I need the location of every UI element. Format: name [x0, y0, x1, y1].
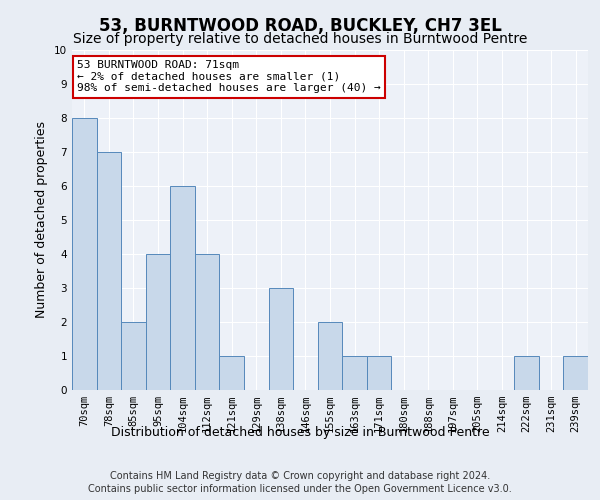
Text: Size of property relative to detached houses in Burntwood Pentre: Size of property relative to detached ho…: [73, 32, 527, 46]
Bar: [220, 356, 244, 390]
Bar: [318, 322, 342, 390]
Text: Contains HM Land Registry data © Crown copyright and database right 2024.: Contains HM Land Registry data © Crown c…: [110, 471, 490, 481]
Bar: [121, 322, 146, 390]
Bar: [563, 356, 588, 390]
Bar: [367, 356, 391, 390]
Bar: [72, 118, 97, 390]
Bar: [195, 254, 220, 390]
Y-axis label: Number of detached properties: Number of detached properties: [35, 122, 49, 318]
Text: 53 BURNTWOOD ROAD: 71sqm
← 2% of detached houses are smaller (1)
98% of semi-det: 53 BURNTWOOD ROAD: 71sqm ← 2% of detache…: [77, 60, 381, 94]
Bar: [97, 152, 121, 390]
Bar: [170, 186, 195, 390]
Text: Contains public sector information licensed under the Open Government Licence v3: Contains public sector information licen…: [88, 484, 512, 494]
Text: Distribution of detached houses by size in Burntwood Pentre: Distribution of detached houses by size …: [110, 426, 490, 439]
Bar: [342, 356, 367, 390]
Bar: [269, 288, 293, 390]
Bar: [146, 254, 170, 390]
Bar: [514, 356, 539, 390]
Text: 53, BURNTWOOD ROAD, BUCKLEY, CH7 3EL: 53, BURNTWOOD ROAD, BUCKLEY, CH7 3EL: [98, 18, 502, 36]
